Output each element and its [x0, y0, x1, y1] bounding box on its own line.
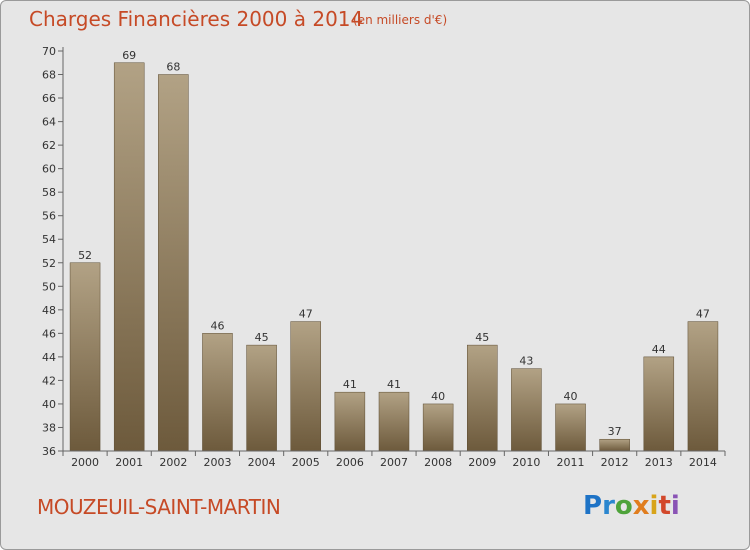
- data-label: 41: [387, 378, 401, 391]
- logo-letter: t: [658, 491, 671, 521]
- bar-2000: [69, 262, 101, 452]
- y-tick-label: 60: [42, 163, 56, 176]
- x-tick-label: 2011: [557, 456, 585, 469]
- data-label: 47: [299, 308, 313, 321]
- data-label: 52: [78, 249, 92, 262]
- data-label: 40: [564, 390, 578, 403]
- x-tick-label: 2014: [689, 456, 717, 469]
- data-label: 41: [343, 378, 357, 391]
- bar-2013: [643, 356, 675, 452]
- bars-layer: 52 69 68 46 45 47 41 41 40 45 43 40 37 44 47: [69, 49, 719, 452]
- y-tick-label: 40: [42, 398, 56, 411]
- y-tick-label: 66: [42, 92, 56, 105]
- data-label: 68: [166, 61, 180, 74]
- y-tick-label: 56: [42, 210, 56, 223]
- y-tick-label: 42: [42, 374, 56, 387]
- bar-2012: [599, 438, 630, 452]
- bar-2010: [511, 368, 542, 452]
- y-tick-label: 70: [42, 45, 56, 58]
- bar-2002: [158, 74, 189, 452]
- y-tick-label: 50: [42, 280, 56, 293]
- x-tick-label: 2003: [203, 456, 231, 469]
- x-tick-label: 2000: [71, 456, 99, 469]
- bar-2009: [467, 344, 498, 452]
- bar-2001: [113, 62, 145, 452]
- chart-title: Charges Financières 2000 à 2014: [29, 7, 364, 31]
- y-tick-label: 52: [42, 257, 56, 270]
- bar-2007: [378, 391, 410, 452]
- x-tick-label: 2007: [380, 456, 408, 469]
- bar-2005: [290, 321, 321, 452]
- data-label: 44: [652, 343, 666, 356]
- data-label: 45: [255, 331, 269, 344]
- x-tick-label: 2006: [336, 456, 364, 469]
- axes: 36 38 40 42 44 46 48 50 52 54 56 58 60 62 64 66 68 70 2000…: [42, 45, 726, 469]
- proxiti-logo[interactable]: Proxiti: [583, 491, 680, 521]
- y-tick-label: 44: [42, 351, 56, 364]
- x-tick-label: 2001: [115, 456, 143, 469]
- x-tick-label: 2008: [424, 456, 452, 469]
- x-tick-label: 2013: [645, 456, 673, 469]
- y-tick-label: 36: [42, 445, 56, 458]
- chart-subtitle: (en milliers d'€): [353, 13, 448, 27]
- data-label: 46: [210, 319, 224, 332]
- data-label: 69: [122, 49, 136, 62]
- data-label: 40: [431, 390, 445, 403]
- logo-letter: P: [583, 491, 603, 521]
- logo-letter: o: [614, 491, 633, 521]
- bar-2011: [555, 403, 586, 452]
- x-tick-label: 2005: [292, 456, 320, 469]
- logo-letter: i: [649, 491, 659, 521]
- x-tick-label: 2004: [248, 456, 276, 469]
- bar-2014: [687, 321, 719, 452]
- y-tick-label: 38: [42, 421, 56, 434]
- x-tick-label: 2002: [159, 456, 187, 469]
- x-tick-label: 2009: [468, 456, 496, 469]
- y-tick-label: 64: [42, 116, 56, 129]
- logo-letter: i: [670, 491, 680, 521]
- y-tick-label: 58: [42, 186, 56, 199]
- logo-letter: x: [632, 491, 650, 521]
- data-label: 43: [519, 355, 533, 368]
- data-label: 47: [696, 308, 710, 321]
- y-tick-label: 46: [42, 327, 56, 340]
- place-name: MOUZEUIL-SAINT-MARTIN: [37, 495, 281, 519]
- data-label: 37: [608, 425, 622, 438]
- y-tick-label: 62: [42, 139, 56, 152]
- data-label: 45: [475, 331, 489, 344]
- logo-letter: r: [602, 491, 615, 521]
- bar-2004: [246, 344, 277, 452]
- bar-2003: [202, 333, 233, 452]
- y-tick-label: 68: [42, 69, 56, 82]
- y-tick-label: 54: [42, 233, 56, 246]
- x-tick-label: 2010: [512, 456, 540, 469]
- bar-2008: [422, 403, 454, 452]
- y-tick-label: 48: [42, 304, 56, 317]
- bar-2006: [334, 391, 366, 452]
- x-tick-label: 2012: [601, 456, 629, 469]
